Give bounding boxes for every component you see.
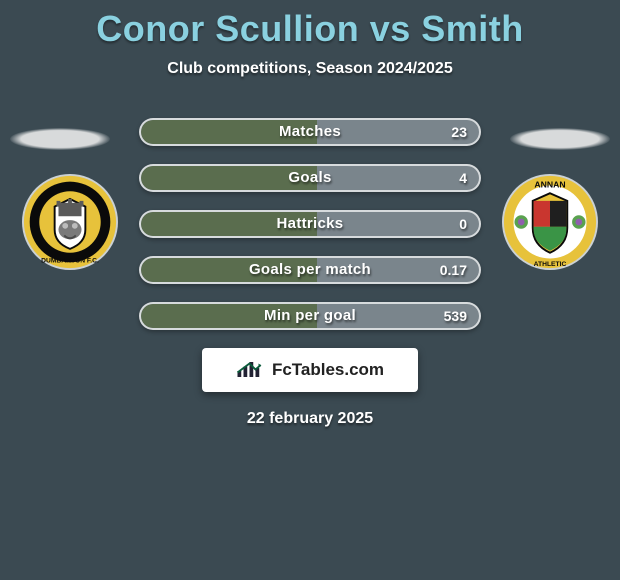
player-left-silhouette	[10, 128, 110, 150]
bar-goals: Goals 4	[139, 164, 481, 192]
bar-value: 23	[451, 120, 467, 144]
fctables-logo-text: FcTables.com	[272, 360, 384, 380]
svg-text:ATHLETIC: ATHLETIC	[534, 261, 567, 268]
fctables-logo: FcTables.com	[202, 348, 418, 392]
dumbarton-crest: DUMBARTON F.C.	[22, 174, 118, 270]
bar-label: Min per goal	[141, 304, 479, 328]
chart-bars-icon	[236, 357, 266, 384]
bar-matches: Matches 23	[139, 118, 481, 146]
date-text: 22 february 2025	[0, 410, 620, 428]
annan-athletic-crest: ANNAN ATHLETIC	[502, 174, 598, 270]
bar-value: 0	[459, 212, 467, 236]
player-right-silhouette	[510, 128, 610, 150]
bar-value: 539	[444, 304, 467, 328]
bar-hattricks: Hattricks 0	[139, 210, 481, 238]
svg-text:ANNAN: ANNAN	[534, 179, 565, 189]
stats-bars: Matches 23 Goals 4 Hattricks 0 Goals per…	[139, 118, 481, 330]
bar-value: 0.17	[440, 258, 467, 282]
bar-label: Matches	[141, 120, 479, 144]
bar-value: 4	[459, 166, 467, 190]
bar-min-per-goal: Min per goal 539	[139, 302, 481, 330]
bar-label: Goals per match	[141, 258, 479, 282]
svg-text:DUMBARTON F.C.: DUMBARTON F.C.	[41, 257, 99, 264]
bar-label: Hattricks	[141, 212, 479, 236]
subtitle: Club competitions, Season 2024/2025	[0, 60, 620, 78]
bar-goals-per-match: Goals per match 0.17	[139, 256, 481, 284]
page-title: Conor Scullion vs Smith	[0, 0, 620, 50]
bar-label: Goals	[141, 166, 479, 190]
